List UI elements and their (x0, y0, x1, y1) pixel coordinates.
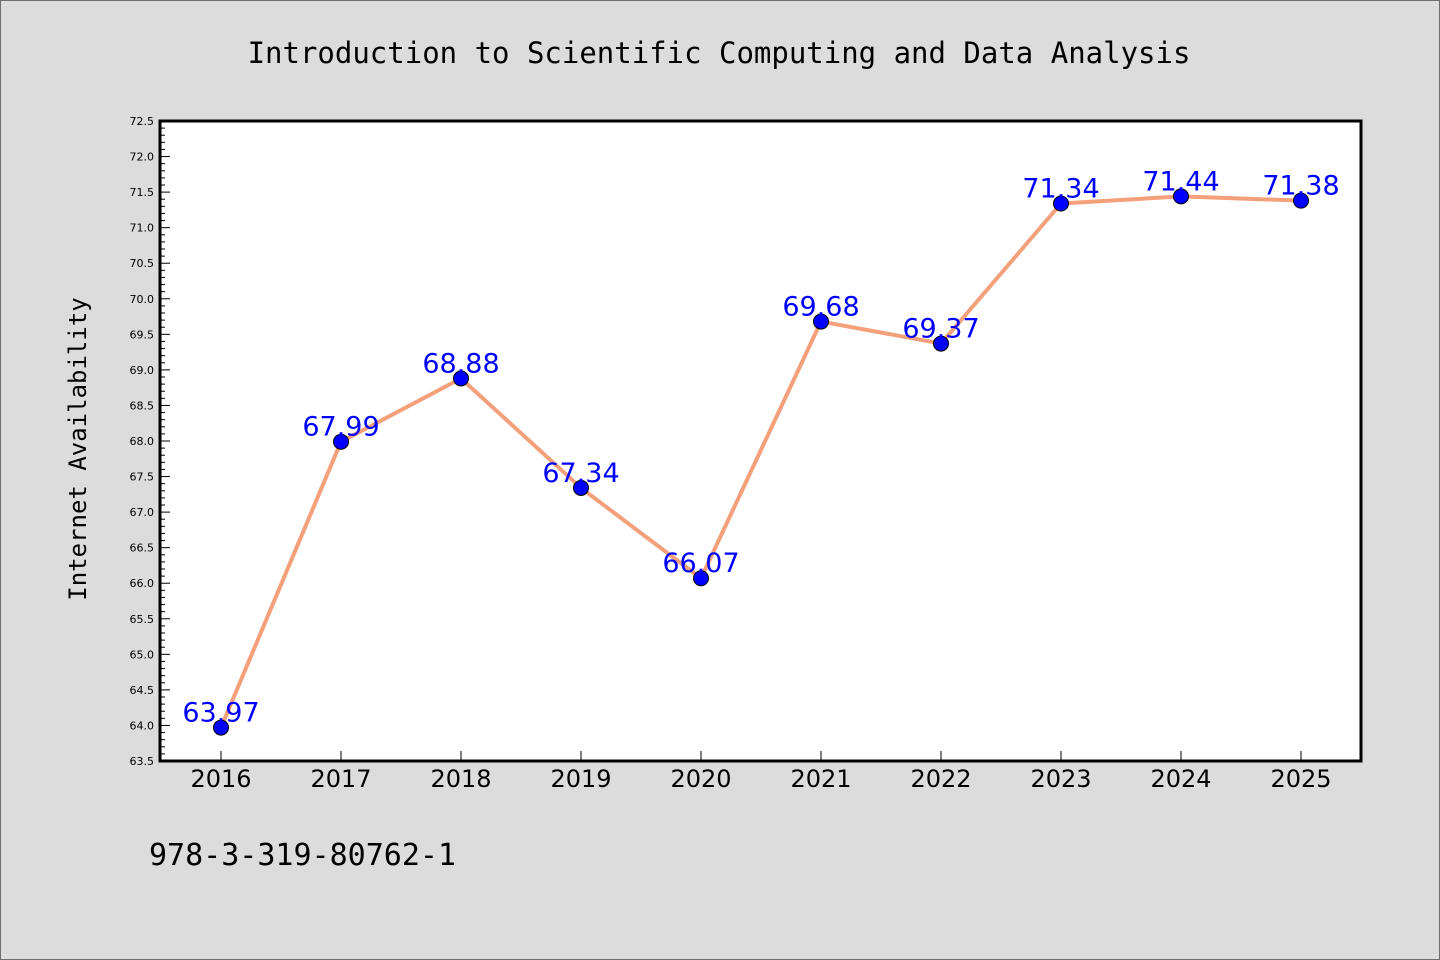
y-tick-label: 70.0 (130, 293, 155, 306)
data-label: 71.38 (1262, 171, 1339, 202)
y-tick-label: 68.0 (130, 435, 155, 448)
data-point (1053, 195, 1069, 212)
data-point (1173, 188, 1189, 205)
data-label: 71.34 (1022, 173, 1099, 204)
x-tick-label: 2022 (910, 765, 971, 793)
x-axis: 2016 2017 2018 2019 2020 2021 2022 2023 2024 2025 (190, 751, 1332, 793)
y-tick-label: 69.5 (130, 328, 155, 341)
y-tick-label: 66.0 (130, 577, 155, 590)
data-point (213, 719, 229, 736)
data-label: 67.34 (542, 458, 619, 489)
y-axis-label: Internet Availability (64, 297, 92, 600)
data-label: 71.44 (1142, 166, 1219, 197)
series-line (219, 194, 1303, 730)
series-internet-availability: 63.97 67.99 68.88 67.34 66.07 69.68 69.37 71.34… (182, 166, 1340, 736)
x-tick-label: 2025 (1270, 765, 1331, 793)
x-tick-label: 2021 (790, 765, 851, 793)
data-label: 67.99 (302, 412, 379, 443)
data-point (333, 433, 349, 450)
data-point (693, 570, 709, 587)
y-tick-label: 66.5 (130, 542, 155, 555)
y-tick-label: 68.5 (130, 399, 155, 412)
footer-code: 978-3-319-80762-1 (149, 838, 456, 873)
data-label: 69.37 (902, 314, 979, 345)
data-label: 69.68 (782, 292, 859, 323)
y-tick-label: 67.0 (130, 506, 155, 519)
data-point (453, 370, 469, 387)
y-tick-label: 65.5 (130, 613, 155, 626)
x-tick-label: 2023 (1030, 765, 1091, 793)
y-tick-label: 67.5 (130, 471, 155, 484)
data-point (573, 479, 589, 496)
data-label: 66.07 (662, 548, 739, 579)
y-tick-label: 72.0 (130, 151, 155, 164)
x-tick-label: 2017 (310, 765, 371, 793)
y-tick-label: 71.0 (130, 222, 155, 235)
y-tick-label: 72.5 (130, 115, 155, 128)
data-label: 63.97 (182, 698, 259, 729)
x-tick-label: 2019 (550, 765, 611, 793)
y-tick-label: 70.5 (130, 257, 155, 270)
data-point (1293, 192, 1309, 209)
y-tick-label: 63.5 (130, 755, 155, 768)
x-tick-label: 2016 (190, 765, 251, 793)
y-tick-label: 71.5 (130, 186, 155, 199)
y-axis: 63.5 64.0 64.5 65.0 65.5 66.0 66.5 67.0 67.5 68.0… (130, 115, 170, 768)
data-point (933, 335, 949, 352)
data-label: 68.88 (422, 348, 499, 379)
y-tick-label: 65.0 (130, 648, 155, 661)
x-tick-label: 2024 (1150, 765, 1211, 793)
plot-area (158, 119, 1363, 763)
y-tick-label: 64.5 (130, 684, 155, 697)
data-point (813, 313, 829, 330)
x-tick-label: 2020 (670, 765, 731, 793)
chart-title: Introduction to Scientific Computing and… (248, 36, 1191, 70)
y-tick-label: 69.0 (130, 364, 155, 377)
y-tick-label: 64.0 (130, 719, 155, 732)
x-tick-label: 2018 (430, 765, 491, 793)
